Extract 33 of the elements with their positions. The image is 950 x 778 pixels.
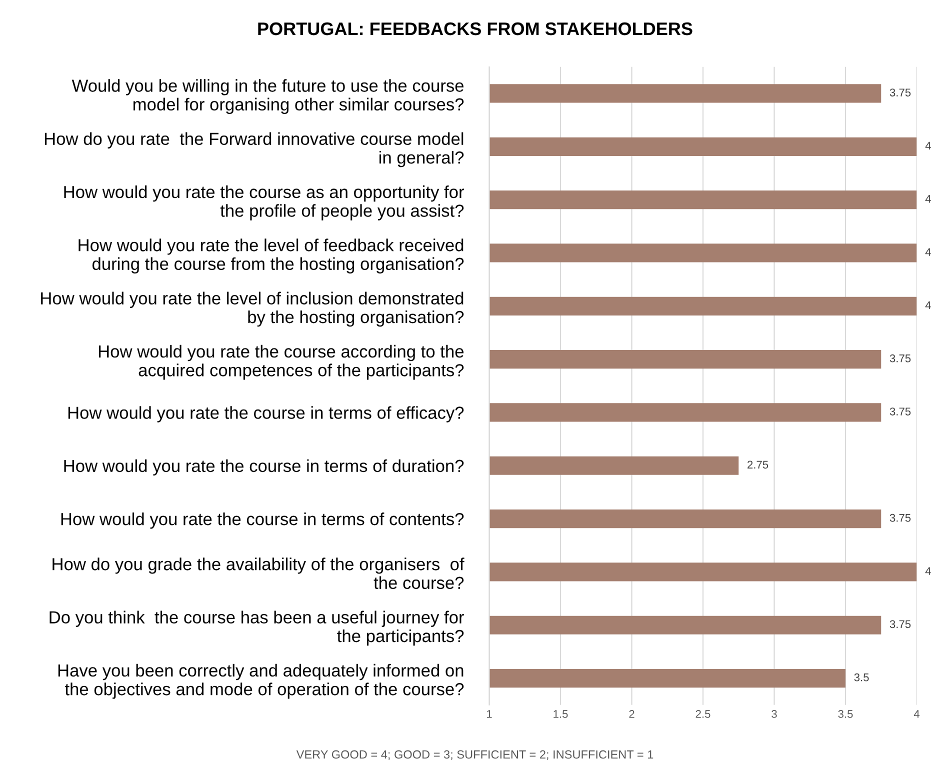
x-tick-label: 3.5 [838, 710, 853, 718]
data-label: 2.75 [748, 460, 768, 469]
data-label: 3.75 [890, 408, 911, 416]
data-label: 4 [925, 195, 931, 203]
x-tick-label: 2.5 [696, 710, 710, 718]
y-tick-label: How would you rate the course in terms of duration? [64, 459, 464, 476]
y-tick-label: How do you rate the Forward innovative course model in general? [44, 132, 464, 168]
chart-title: PORTUGAL: FEEDBACKS FROM STAKEHOLDERS [258, 22, 692, 36]
data-label: 3.75 [890, 514, 911, 522]
data-label: 4 [925, 248, 931, 256]
data-label: 3.75 [890, 354, 911, 362]
data-label: 3.75 [890, 620, 911, 628]
y-tick-label: How would you rate the level of inclusion demonstrated by the hosting organisation? [41, 292, 464, 327]
x-tick-label: 3 [772, 710, 777, 718]
data-label: 4 [925, 301, 931, 310]
y-tick-label: How would you rate the course in terms of efficacy? [68, 406, 464, 422]
y-tick-label: How would you rate the course as an opportunity for the profile of people you assist? [64, 185, 464, 220]
data-label: 4 [925, 142, 931, 150]
y-tick-label: How do you grade the availability of the organisers of the course? [52, 558, 464, 590]
y-tick-label: Have you been correctly and adequately informed on the objectives and mode of operation of the course? [58, 664, 464, 699]
data-label: 3.5 [854, 673, 869, 682]
y-tick-label: Would you be willing in the future to use the course model for organising other similar courses? [72, 79, 464, 114]
y-tick-label: How would you rate the course in terms of contents? [61, 512, 464, 529]
data-label: 4 [925, 567, 931, 575]
x-tick-label: 1 [487, 710, 492, 718]
x-tick-label: 4 [914, 710, 920, 718]
data-label: 3.75 [890, 88, 911, 96]
y-tick-label: Do you think the course has been a useful journey for the participants? [50, 610, 464, 646]
y-tick-label: How would you rate the course according to the acquired competences of the participants? [98, 344, 464, 380]
x-tick-label: 1.5 [554, 710, 568, 718]
x-tick-label: 2 [629, 710, 634, 718]
text: VERY GOOD = 4; GOOD = 3; SUFFICIENT = 2; INSUFFICIENT = 1 [296, 750, 654, 760]
y-tick-label: How would you rate the level of feedback received during the course from the hosting organisation? [78, 238, 464, 274]
